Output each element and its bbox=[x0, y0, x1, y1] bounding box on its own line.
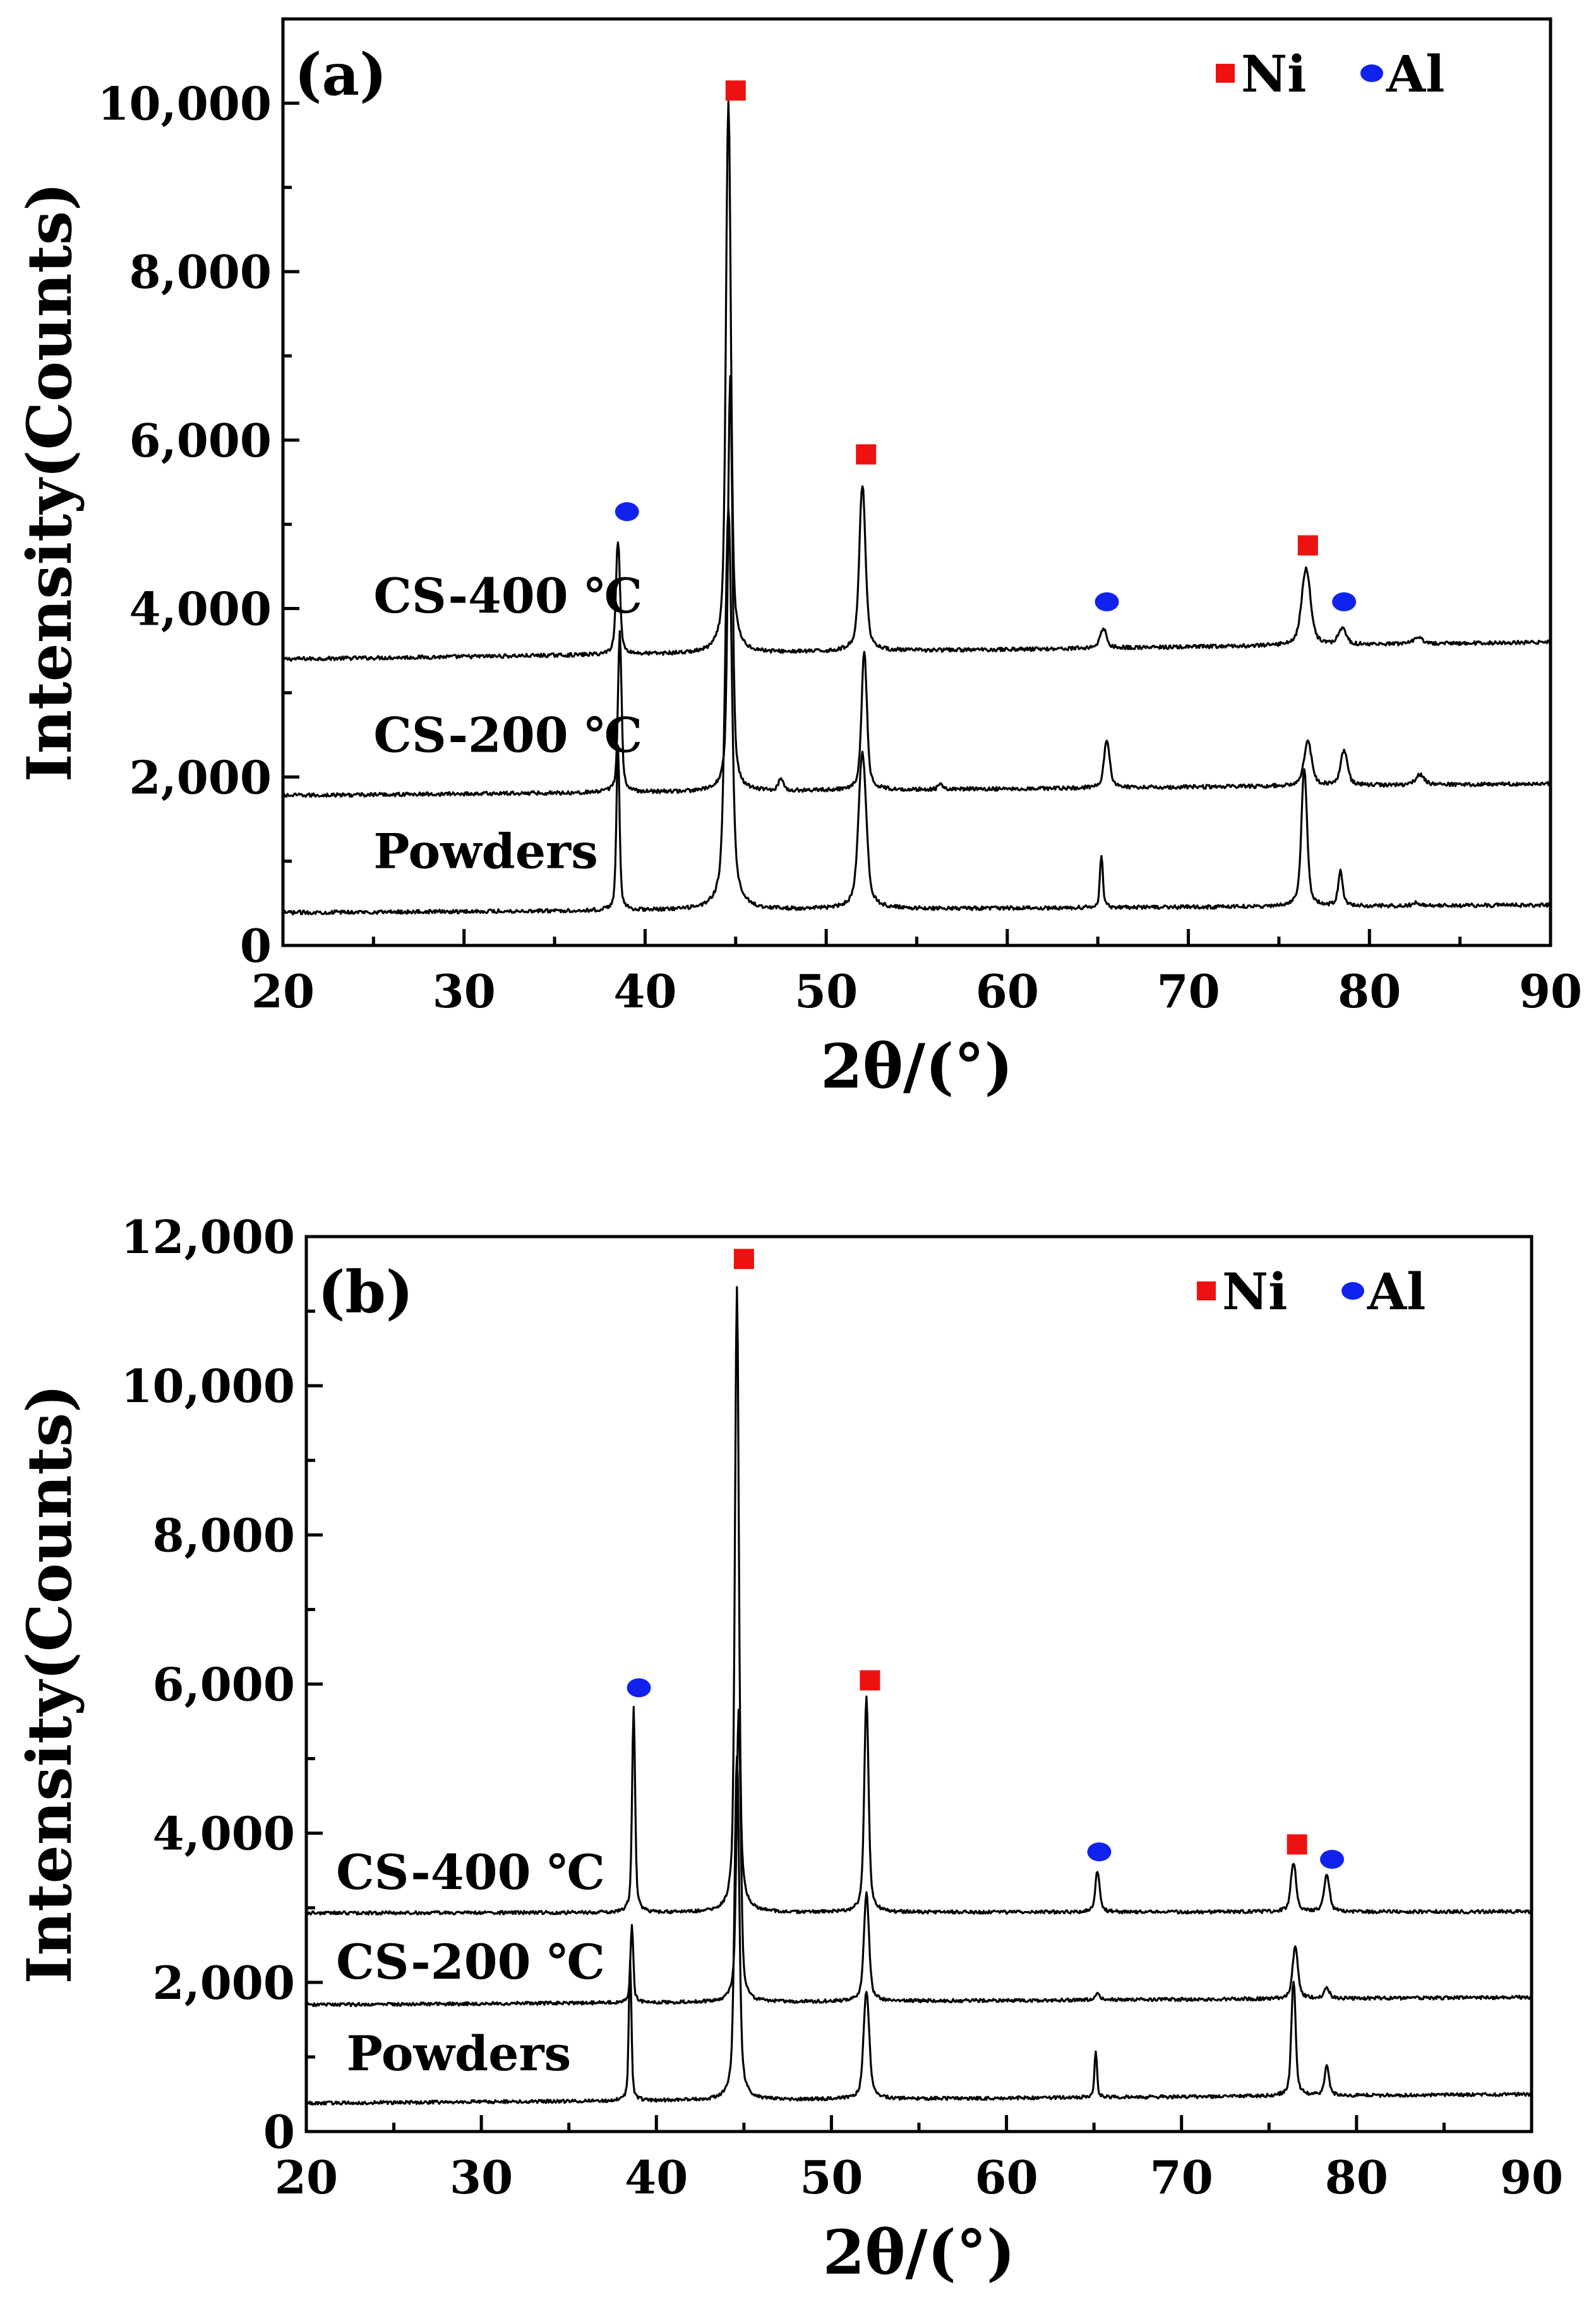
legend-label: Al bbox=[1386, 44, 1444, 104]
x-tick-label: 20 bbox=[251, 964, 315, 1018]
y-tick-label: 4,000 bbox=[153, 1807, 295, 1861]
y-tick-label: 2,000 bbox=[129, 750, 272, 804]
y-axis-title: Intensity(Counts) bbox=[14, 1384, 85, 1984]
y-tick-label: 2,000 bbox=[153, 1956, 295, 2010]
y-tick-label: 0 bbox=[263, 2105, 295, 2159]
x-tick-label: 30 bbox=[450, 2150, 513, 2204]
x-tick-label: 80 bbox=[1325, 2150, 1388, 2204]
plot-frame bbox=[304, 1235, 1533, 2133]
y-tick-label: 6,000 bbox=[153, 1658, 295, 1712]
legend-label: Ni bbox=[1222, 1262, 1288, 1321]
x-tick-label: 40 bbox=[613, 964, 676, 1018]
trace-powders bbox=[282, 507, 1551, 916]
x-tick-label: 90 bbox=[1500, 2150, 1563, 2204]
al-marker bbox=[1320, 1849, 1345, 1869]
y-tick-label: 12,000 bbox=[121, 1210, 295, 1264]
legend: Ni Al bbox=[1197, 1262, 1425, 1321]
x-tick-label: 60 bbox=[976, 964, 1039, 1018]
series-label: Powders bbox=[373, 823, 598, 879]
x-tick-label: 40 bbox=[625, 2150, 688, 2204]
series-label: Powders bbox=[347, 2025, 572, 2082]
al-marker bbox=[615, 502, 639, 522]
legend-al-swatch bbox=[1341, 1282, 1364, 1300]
legend-al-swatch bbox=[1360, 64, 1383, 82]
plot-frame bbox=[281, 17, 1552, 947]
y-tick-label: 8,000 bbox=[153, 1508, 295, 1562]
series-label: CS-400 ℃ bbox=[336, 1844, 605, 1900]
ni-marker bbox=[725, 80, 746, 101]
trace-cs-200 bbox=[305, 1708, 1533, 2007]
x-tick-label: 50 bbox=[795, 964, 858, 1018]
x-tick-label: 70 bbox=[1156, 964, 1220, 1018]
trace-cs-400 bbox=[282, 100, 1552, 662]
al-marker bbox=[1087, 1842, 1112, 1862]
y-axis-title: Intensity(Counts) bbox=[14, 183, 85, 783]
y-tick-label: 4,000 bbox=[129, 582, 272, 636]
y-tick-label: 6,000 bbox=[129, 414, 272, 467]
panel-b: 20 30 40 50 60 70 80 90 0 2,000 4,000 6,000 8,000 10,… bbox=[14, 1210, 1563, 2288]
series-label: CS-200 ℃ bbox=[373, 707, 642, 763]
x-tick-label: 90 bbox=[1519, 964, 1582, 1018]
series-label: CS-200 ℃ bbox=[336, 1934, 605, 1990]
trace-cs-400 bbox=[305, 1286, 1532, 1916]
legend-label: Al bbox=[1367, 1262, 1425, 1321]
y-tick-label: 10,000 bbox=[121, 1359, 295, 1413]
ni-marker bbox=[1297, 535, 1318, 556]
legend: Ni Al bbox=[1216, 44, 1444, 104]
x-axis-title: 2θ/(°) bbox=[823, 2217, 1016, 2288]
series-label: CS-400 ℃ bbox=[373, 568, 642, 624]
y-tick-label: 8,000 bbox=[129, 245, 272, 299]
panel-label: (b) bbox=[318, 1258, 413, 1326]
al-marker bbox=[1095, 592, 1119, 611]
x-tick-label: 30 bbox=[433, 964, 496, 1018]
y-tick-label: 0 bbox=[240, 919, 272, 973]
panel-label: (a) bbox=[294, 40, 387, 109]
x-tick-label: 60 bbox=[975, 2150, 1038, 2204]
ni-marker bbox=[733, 1249, 754, 1269]
x-tick-label: 50 bbox=[800, 2150, 863, 2204]
x-axis-title: 2θ/(°) bbox=[820, 1031, 1013, 1102]
x-tick-label: 80 bbox=[1338, 964, 1401, 1018]
panel-a: 20 30 40 50 60 70 80 90 0 2,000 4,000 6,000 8,000 10,… bbox=[14, 17, 1582, 1102]
y-tick-label: 10,000 bbox=[97, 76, 272, 130]
x-tick-label: 20 bbox=[275, 2150, 338, 2204]
trace-powders bbox=[305, 1755, 1533, 2106]
legend-label: Ni bbox=[1241, 44, 1307, 104]
ni-marker bbox=[1287, 1834, 1307, 1855]
al-marker bbox=[627, 1678, 651, 1698]
legend-ni-swatch bbox=[1197, 1281, 1216, 1300]
ni-marker bbox=[856, 444, 877, 465]
legend-ni-swatch bbox=[1216, 64, 1235, 83]
trace-cs-200 bbox=[282, 375, 1551, 798]
ni-marker bbox=[860, 1670, 880, 1691]
al-marker bbox=[1332, 592, 1357, 611]
x-tick-label: 70 bbox=[1150, 2150, 1213, 2204]
